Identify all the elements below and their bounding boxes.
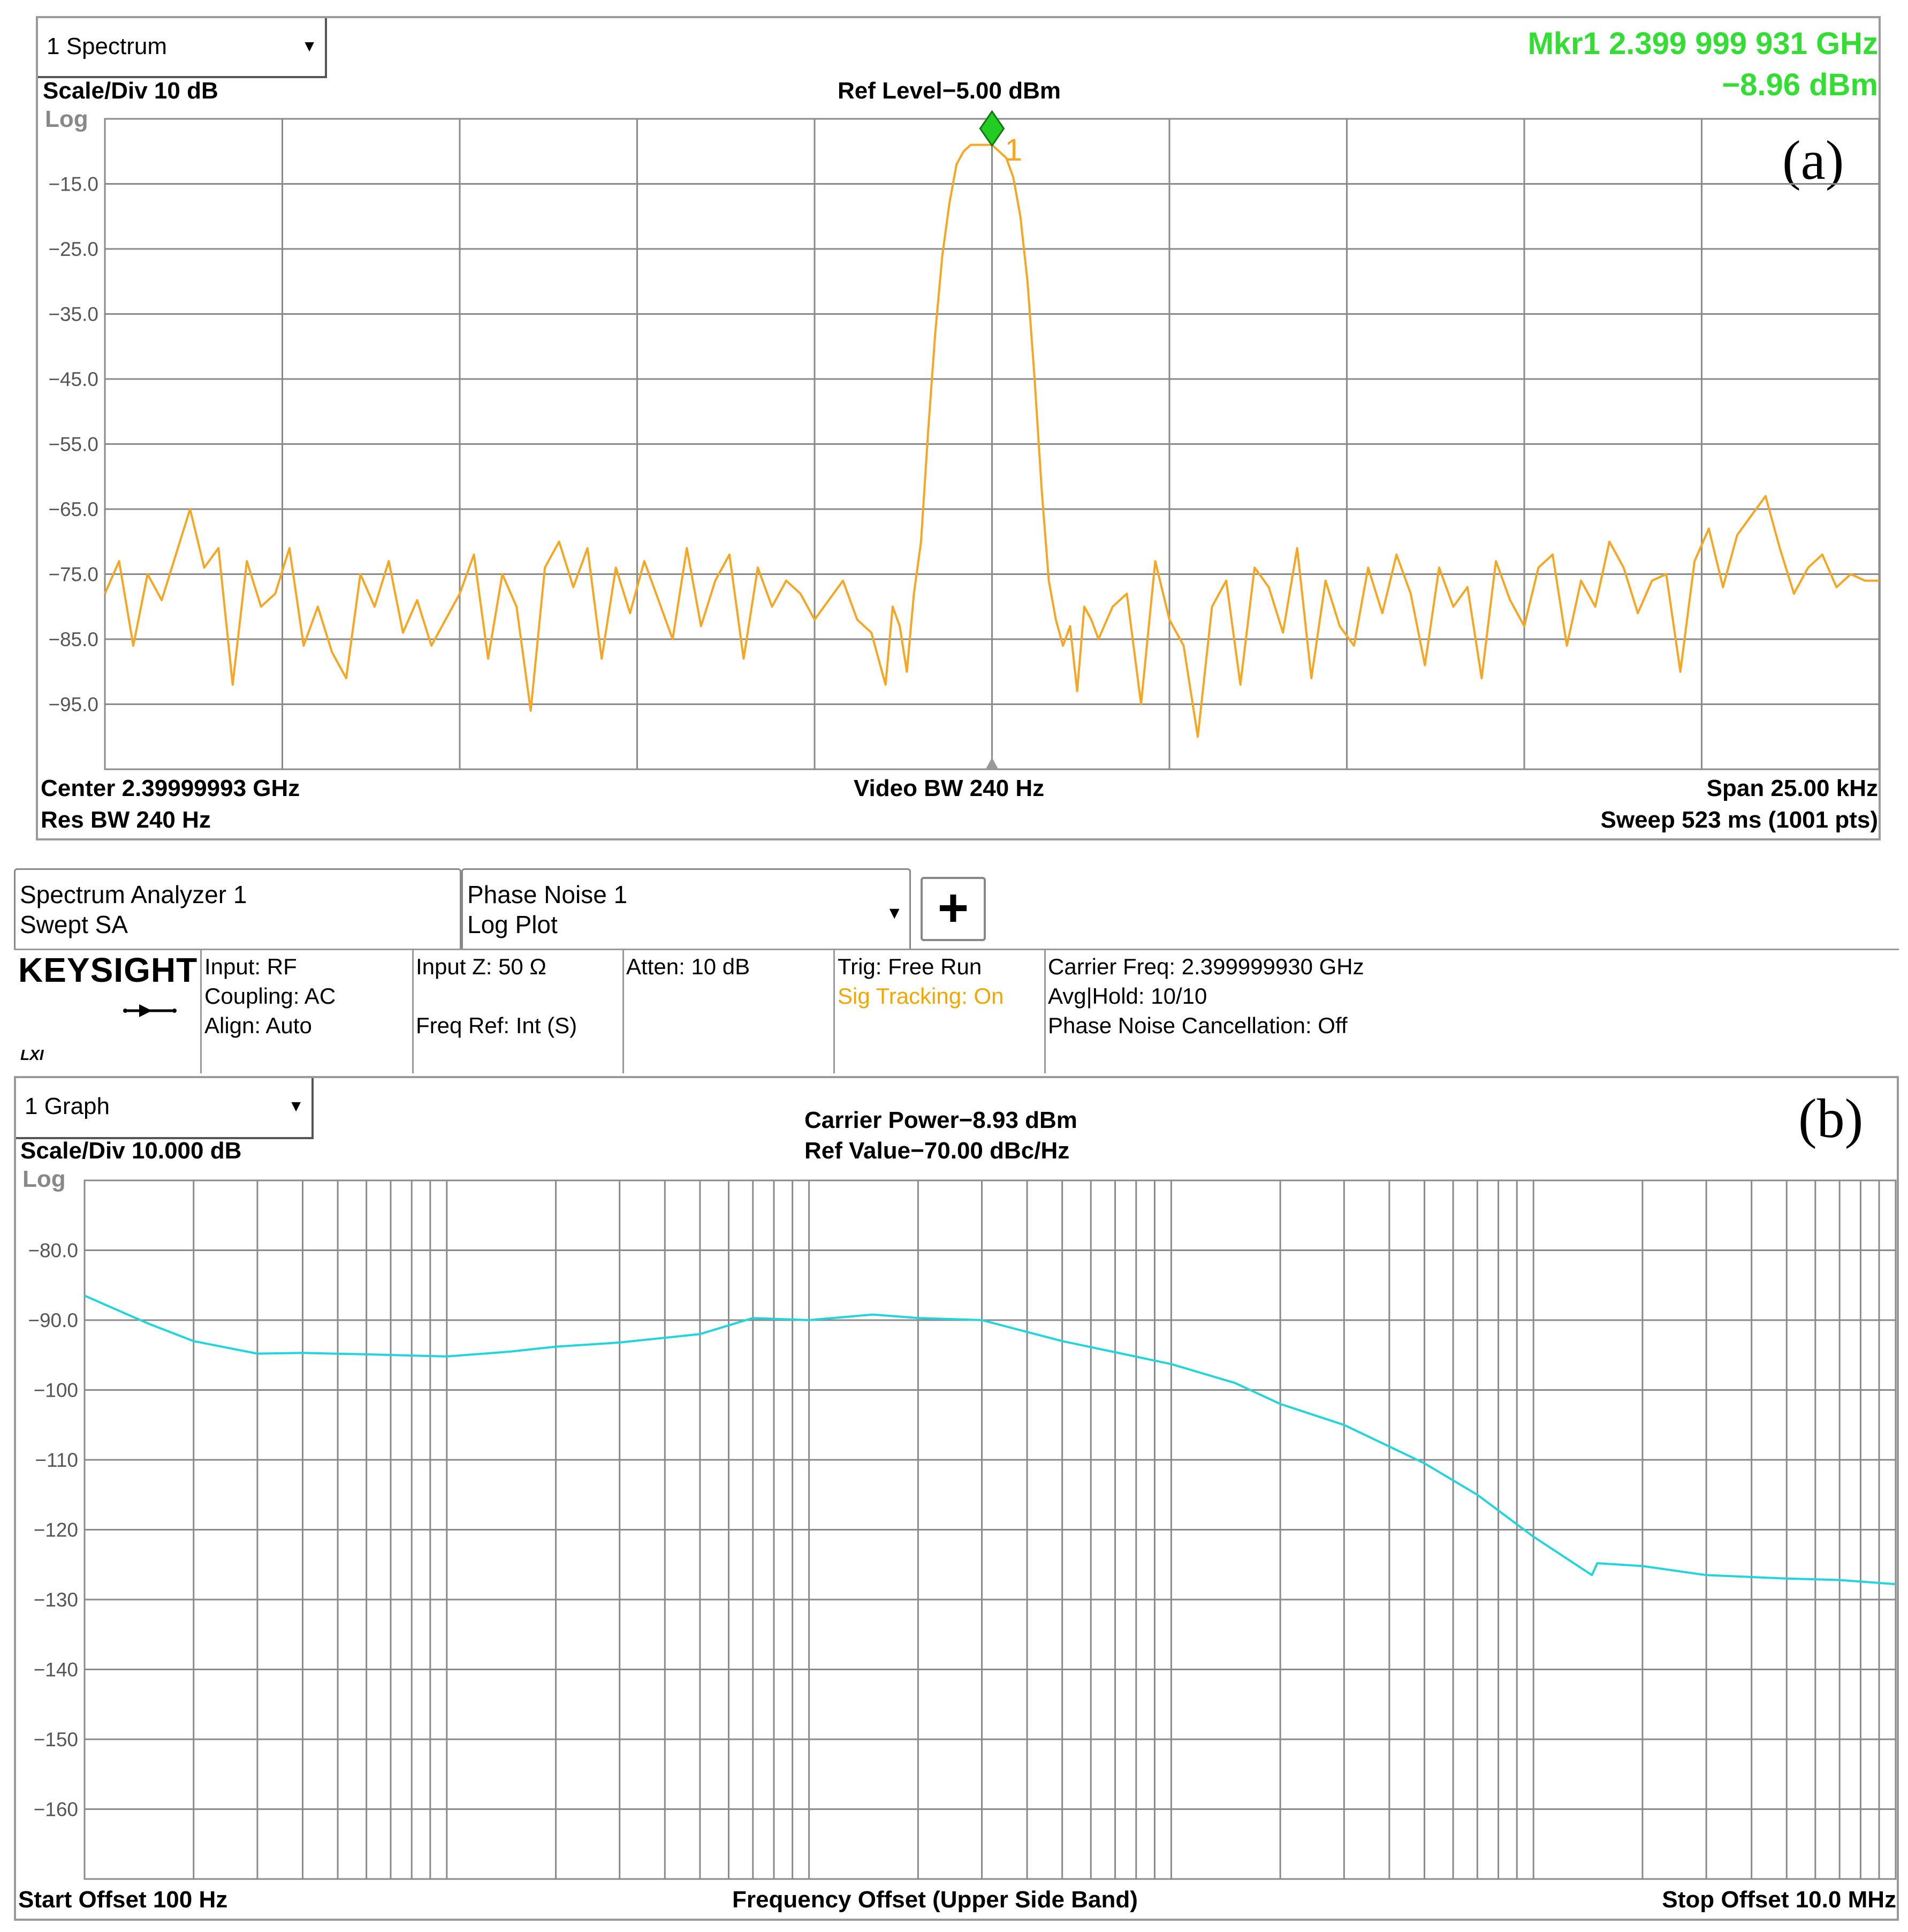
lxi-logo: LXI xyxy=(20,1047,44,1063)
marker-diamond-icon xyxy=(979,110,1005,147)
center-frequency-marker-icon xyxy=(985,757,999,769)
status-divider xyxy=(833,950,835,1073)
y-tick-label: −25.0 xyxy=(48,238,98,260)
spectrum-panel: 1 Spectrum ▼ xyxy=(36,16,1881,840)
input-status: Input: RF xyxy=(204,954,297,979)
tab-spectrum-analyzer-mode: Swept SA xyxy=(20,911,128,938)
ref-value-label: Ref Value−70.00 dBc/Hz xyxy=(804,1138,1070,1164)
y-tick-label: −45.0 xyxy=(48,368,98,390)
y-tick-label: −15.0 xyxy=(48,173,98,195)
signal-path-icon xyxy=(123,1004,177,1017)
center-frequency-label: Center 2.39999993 GHz xyxy=(41,775,300,801)
panel-label-b: (b) xyxy=(1798,1088,1864,1149)
marker-level-readout: −8.96 dBm xyxy=(1722,67,1878,102)
y-tick-label: −35.0 xyxy=(48,304,98,325)
ref-level-label: Ref Level−5.00 dBm xyxy=(838,78,1061,104)
y-tick-label: −85.0 xyxy=(48,628,98,650)
chevron-down-icon: ▼ xyxy=(301,37,317,55)
y-tick-label: −95.0 xyxy=(48,694,98,716)
averaging-status: Avg|Hold: 10/10 xyxy=(1048,983,1207,1009)
pn-scale-div-label: Scale/Div 10.000 dB xyxy=(20,1138,242,1164)
sweep-label: Sweep 523 ms (1001 pts) xyxy=(1600,807,1878,833)
status-divider xyxy=(200,950,202,1073)
input-impedance-status: Input Z: 50 Ω xyxy=(416,954,546,979)
scale-div-label: Scale/Div 10 dB xyxy=(43,78,218,104)
carrier-frequency-status: Carrier Freq: 2.399999930 GHz xyxy=(1048,954,1364,979)
graph-dropdown-label: 1 Graph xyxy=(25,1093,110,1119)
add-screen-button[interactable]: + xyxy=(921,877,986,941)
align-status: Align: Auto xyxy=(204,1013,312,1038)
status-divider xyxy=(1044,950,1046,1073)
video-bw-label: Video BW 240 Hz xyxy=(854,775,1045,801)
chevron-down-icon: ▼ xyxy=(288,1097,304,1115)
res-bw-label: Res BW 240 Hz xyxy=(41,807,211,833)
spectrum-window-dropdown[interactable]: 1 Spectrum ▼ xyxy=(38,18,327,78)
tab-phase-noise[interactable]: Phase Noise 1 Log Plot ▼ xyxy=(461,868,911,949)
y-tick-label: −65.0 xyxy=(48,498,98,520)
start-offset-label: Start Offset 100 Hz xyxy=(18,1886,228,1913)
tab-phase-noise-mode: Log Plot xyxy=(467,911,558,938)
trigger-status: Trig: Free Run xyxy=(838,954,982,979)
log-label: Log xyxy=(45,106,88,132)
carrier-power-label: Carrier Power−8.93 dBm xyxy=(804,1107,1077,1133)
coupling-status: Coupling: AC xyxy=(204,983,336,1009)
status-divider xyxy=(412,950,414,1073)
marker-frequency-readout: Mkr1 2.399 999 931 GHz xyxy=(1527,26,1878,61)
tab-spectrum-analyzer-title: Spectrum Analyzer 1 xyxy=(20,881,247,908)
stop-offset-label: Stop Offset 10.0 MHz xyxy=(1662,1886,1896,1913)
marker-number-label: 1 xyxy=(1005,133,1022,168)
phase-noise-panel: 1 Graph ▼ xyxy=(14,1076,1899,1921)
attenuation-status: Atten: 10 dB xyxy=(626,954,750,979)
chevron-down-icon[interactable]: ▼ xyxy=(886,903,903,922)
status-bar-top-rule xyxy=(14,949,1899,950)
keysight-logo: KEYSIGHT xyxy=(18,951,198,989)
y-tick-label: −75.0 xyxy=(48,564,98,586)
pn-log-label: Log xyxy=(22,1166,66,1192)
span-label: Span 25.00 kHz xyxy=(1706,775,1878,801)
x-axis-title: Frequency Offset (Upper Side Band) xyxy=(732,1886,1138,1913)
panel-label-a: (a) xyxy=(1782,130,1844,191)
tab-phase-noise-title: Phase Noise 1 xyxy=(467,881,628,908)
phase-noise-cancellation-status: Phase Noise Cancellation: Off xyxy=(1048,1013,1348,1038)
spectrum-dropdown-label: 1 Spectrum xyxy=(47,33,167,59)
signal-tracking-status: Sig Tracking: On xyxy=(838,983,1004,1009)
spectrum-plot: −15.0 −25.0 −35.0 −45.0 −55.0 −65.0 −75.0 −85.0… xyxy=(48,110,1880,770)
graph-window-dropdown[interactable]: 1 Graph ▼ xyxy=(16,1078,314,1139)
status-divider xyxy=(622,950,624,1073)
tab-spectrum-analyzer[interactable]: Spectrum Analyzer 1 Swept SA xyxy=(14,868,461,949)
y-tick-label: −55.0 xyxy=(48,434,98,456)
freq-ref-status: Freq Ref: Int (S) xyxy=(416,1013,577,1038)
